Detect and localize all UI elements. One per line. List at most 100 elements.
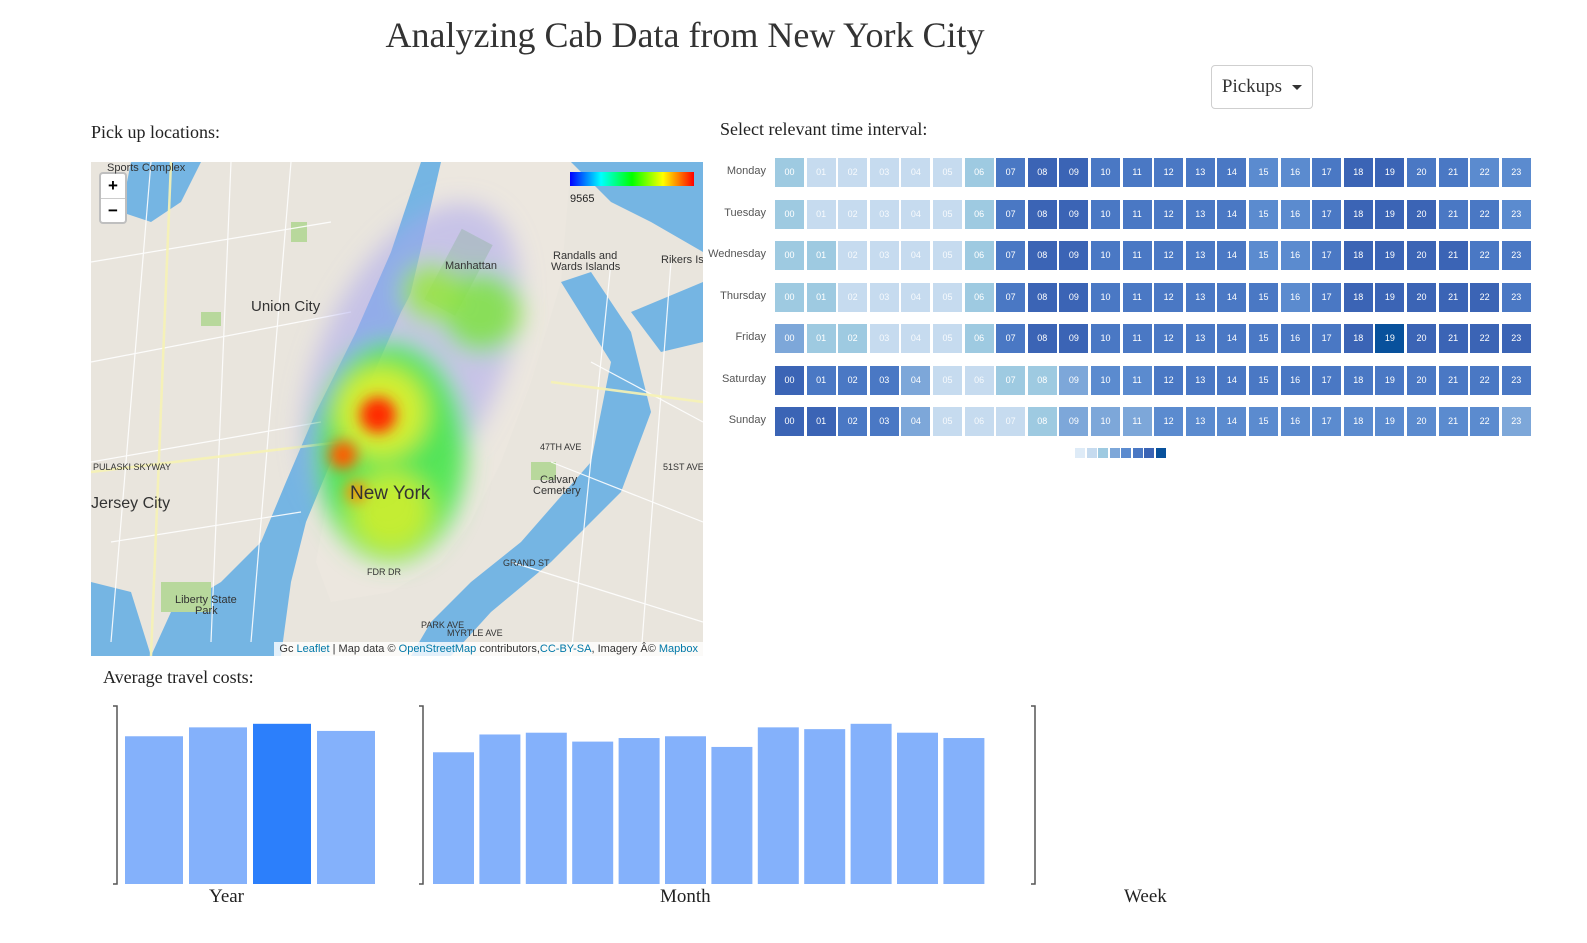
cost-bar[interactable] [433,752,474,884]
heatmap-cell[interactable]: 19 [1375,365,1405,395]
cost-bar[interactable] [665,736,706,884]
heatmap-cell[interactable]: 20 [1407,407,1436,436]
heatmap-cell[interactable]: 08 [1027,324,1057,353]
heatmap-cell[interactable]: 17 [1312,365,1342,395]
heatmap-cell[interactable]: 09 [1059,324,1089,353]
heatmap-cell[interactable]: 17 [1312,158,1342,187]
osm-link[interactable]: OpenStreetMap [398,643,477,655]
cost-bar[interactable] [943,738,985,884]
heatmap-cell[interactable]: 00 [775,365,804,395]
heatmap-cell[interactable]: 07 [996,324,1026,353]
heatmap-cell[interactable]: 20 [1407,365,1436,395]
heatmap-cell[interactable]: 13 [1185,407,1215,436]
heatmap-cell[interactable]: 19 [1375,241,1405,270]
heatmap-cell[interactable]: 02 [838,199,868,229]
heatmap-cell[interactable]: 05 [933,199,962,229]
heatmap-cell[interactable]: 16 [1280,199,1310,229]
heatmap-cell[interactable]: 02 [838,365,868,395]
heatmap-cell[interactable]: 15 [1249,365,1278,395]
heatmap-cell[interactable]: 16 [1280,365,1310,395]
heatmap-cell[interactable]: 10 [1091,282,1120,312]
heatmap-cell[interactable]: 22 [1470,407,1500,436]
heatmap-cell[interactable]: 01 [806,407,836,436]
heatmap-cell[interactable]: 16 [1280,324,1310,353]
cost-bar[interactable] [125,736,183,884]
heatmap-cell[interactable]: 22 [1470,158,1500,187]
heatmap-cell[interactable]: 05 [933,365,962,395]
heatmap-cell[interactable]: 19 [1375,158,1405,187]
heatmap-cell[interactable]: 11 [1122,324,1152,353]
heatmap-cell[interactable]: 12 [1154,282,1184,312]
cost-bar[interactable] [317,730,375,884]
heatmap-cell[interactable]: 21 [1438,199,1468,229]
heatmap-cell[interactable]: 07 [996,365,1026,395]
heatmap-cell[interactable]: 13 [1185,158,1215,187]
heatmap-cell[interactable]: 01 [806,365,836,395]
heatmap-cell[interactable]: 13 [1185,282,1215,312]
heatmap-cell[interactable]: 14 [1217,241,1247,270]
heatmap-cell[interactable]: 04 [901,199,931,229]
heatmap-cell[interactable]: 15 [1249,407,1278,436]
heatmap-cell[interactable]: 03 [869,365,899,395]
heatmap-cell[interactable]: 05 [933,158,962,187]
cost-bar[interactable] [618,738,660,884]
cost-bar[interactable] [711,746,753,884]
heatmap-cell[interactable]: 04 [901,282,931,312]
heatmap-cell[interactable]: 17 [1312,241,1342,270]
heatmap-cell[interactable]: 23 [1501,365,1531,395]
heatmap-cell[interactable]: 18 [1343,241,1373,270]
heatmap-cell[interactable]: 11 [1122,241,1152,270]
heatmap-cell[interactable]: 19 [1375,407,1405,436]
heatmap-cell[interactable]: 10 [1091,199,1120,229]
heatmap-cell[interactable]: 11 [1122,199,1152,229]
heatmap-cell[interactable]: 21 [1438,158,1468,187]
heatmap-cell[interactable]: 10 [1091,324,1120,353]
heatmap-cell[interactable]: 14 [1217,158,1247,187]
heatmap-cell[interactable]: 00 [775,199,804,229]
heatmap-cell[interactable]: 09 [1059,241,1089,270]
heatmap-cell[interactable]: 06 [964,282,994,312]
heatmap-cell[interactable]: 16 [1280,282,1310,312]
heatmap-cell[interactable]: 06 [964,158,994,187]
heatmap-cell[interactable]: 06 [964,407,994,436]
cost-bar[interactable] [253,723,311,884]
heatmap-cell[interactable]: 14 [1217,199,1247,229]
heatmap-cell[interactable]: 15 [1249,199,1278,229]
heatmap-cell[interactable]: 01 [806,324,836,353]
heatmap-cell[interactable]: 03 [869,282,899,312]
heatmap-cell[interactable]: 08 [1027,199,1057,229]
heatmap-cell[interactable]: 11 [1122,158,1152,187]
heatmap-cell[interactable]: 04 [901,324,931,353]
heatmap-cell[interactable]: 20 [1407,158,1436,187]
heatmap-cell[interactable]: 05 [933,282,962,312]
heatmap-cell[interactable]: 01 [806,282,836,312]
heatmap-cell[interactable]: 18 [1343,324,1373,353]
heatmap-cell[interactable]: 00 [775,158,804,187]
cost-bar[interactable] [757,727,799,884]
heatmap-cell[interactable]: 00 [775,324,804,353]
heatmap-cell[interactable]: 19 [1375,199,1405,229]
heatmap-cell[interactable]: 02 [838,324,868,353]
heatmap-cell[interactable]: 00 [775,241,804,270]
heatmap-cell[interactable]: 09 [1059,158,1089,187]
heatmap-cell[interactable]: 21 [1438,365,1468,395]
heatmap-cell[interactable]: 21 [1438,324,1468,353]
heatmap-cell[interactable]: 12 [1154,407,1184,436]
heatmap-cell[interactable]: 22 [1470,324,1500,353]
cost-bar[interactable] [850,723,892,884]
heatmap-cell[interactable]: 12 [1154,324,1184,353]
heatmap-cell[interactable]: 08 [1027,407,1057,436]
heatmap-cell[interactable]: 16 [1280,407,1310,436]
cost-bar[interactable] [804,729,846,884]
heatmap-cell[interactable]: 03 [869,241,899,270]
heatmap-cell[interactable]: 18 [1343,199,1373,229]
mapbox-link[interactable]: Mapbox [658,643,698,655]
heatmap-cell[interactable]: 00 [775,407,804,436]
heatmap-cell[interactable]: 04 [901,365,931,395]
heatmap-cell[interactable]: 23 [1501,241,1531,270]
heatmap-cell[interactable]: 06 [964,241,994,270]
heatmap-cell[interactable]: 22 [1470,282,1500,312]
heatmap-cell[interactable]: 10 [1091,365,1120,395]
heatmap-cell[interactable]: 13 [1185,365,1215,395]
heatmap-cell[interactable]: 01 [806,158,836,187]
